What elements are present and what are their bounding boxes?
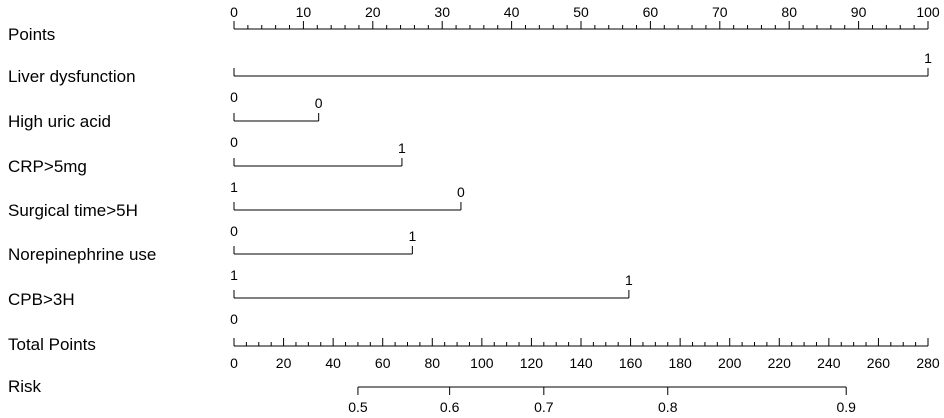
risk-axis-tick-label: 0.6 (440, 399, 460, 415)
total-points-tick-label: 0 (230, 355, 238, 371)
risk-axis-tick-label: 0.5 (348, 399, 368, 415)
points-axis-tick-label: 40 (504, 4, 520, 20)
predictor-start-label: 1 (230, 267, 238, 283)
total-points-tick-label: 220 (768, 355, 792, 371)
risk-axis-tick-label: 0.9 (836, 399, 856, 415)
points-axis-tick-label: 100 (916, 4, 940, 20)
predictor-start-label: 1 (230, 179, 238, 195)
points-axis-tick-label: 20 (365, 4, 381, 20)
total-points-tick-label: 140 (569, 355, 593, 371)
predictor-end-label: 1 (924, 50, 932, 66)
total-points-tick-label: 200 (718, 355, 742, 371)
total-points-tick-label: 20 (276, 355, 292, 371)
total-points-tick-label: 40 (325, 355, 341, 371)
points-axis-tick-label: 60 (643, 4, 659, 20)
predictor-label-cpb: CPB>3H (8, 290, 75, 309)
predictor-start-label: 0 (230, 89, 238, 105)
points-axis-tick-label: 30 (434, 4, 450, 20)
total-points-tick-label: 160 (619, 355, 643, 371)
predictor-start-label: 0 (230, 311, 238, 327)
points-axis-tick-label: 90 (851, 4, 867, 20)
total-points-axis-label: Total Points (8, 335, 96, 354)
points-axis-tick-label: 50 (573, 4, 589, 20)
points-axis-tick-label: 0 (230, 4, 238, 20)
total-points-tick-label: 120 (520, 355, 544, 371)
points-axis-label: Points (8, 25, 55, 44)
points-axis-tick-label: 70 (712, 4, 728, 20)
total-points-tick-label: 60 (375, 355, 391, 371)
predictor-label-crp: CRP>5mg (8, 157, 87, 176)
total-points-tick-label: 180 (668, 355, 692, 371)
risk-axis-label: Risk (8, 377, 42, 396)
predictor-label-high-uric-acid: High uric acid (8, 112, 111, 131)
predictor-end-label: 0 (315, 95, 323, 111)
predictor-label-norepinephrine: Norepinephrine use (8, 245, 156, 264)
total-points-tick-label: 100 (470, 355, 494, 371)
points-axis-tick-label: 80 (781, 4, 797, 20)
predictor-end-label: 0 (457, 184, 465, 200)
total-points-tick-label: 240 (817, 355, 841, 371)
predictor-label-surgical-time: Surgical time>5H (8, 201, 138, 220)
risk-axis-tick-label: 0.7 (534, 399, 554, 415)
risk-axis-tick-label: 0.8 (658, 399, 678, 415)
predictor-label-liver-dysfunction: Liver dysfunction (8, 67, 136, 86)
total-points-tick-label: 280 (916, 355, 940, 371)
predictor-start-label: 0 (230, 134, 238, 150)
total-points-tick-label: 260 (867, 355, 891, 371)
points-axis-tick-label: 10 (296, 4, 312, 20)
predictor-end-label: 1 (408, 228, 416, 244)
total-points-tick-label: 80 (424, 355, 440, 371)
predictor-end-label: 1 (625, 272, 633, 288)
predictor-start-label: 0 (230, 223, 238, 239)
predictor-end-label: 1 (398, 140, 406, 156)
